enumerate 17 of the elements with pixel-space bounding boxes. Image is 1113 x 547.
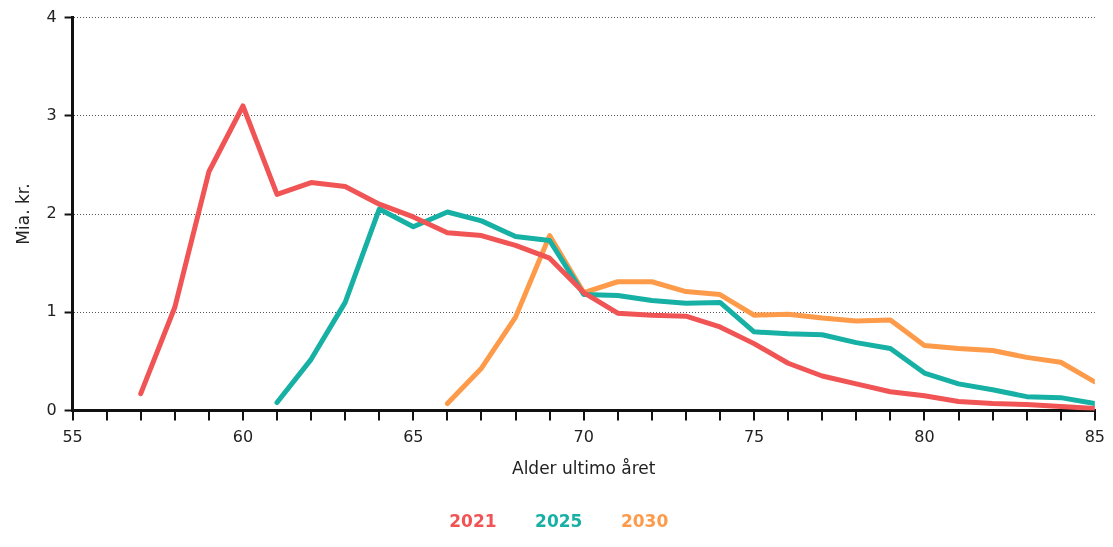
text: 2021 (449, 510, 497, 531)
x-tick-label: 70 (573, 427, 594, 447)
x-tick-label: 80 (914, 427, 935, 447)
x-axis-title: Alder ultimo året (512, 458, 656, 479)
y-tick-label: 1 (46, 301, 57, 321)
y-tick-label: 4 (46, 6, 57, 26)
x-tick-label: 60 (232, 427, 254, 447)
y-tick-label: 2 (46, 203, 57, 223)
x-tick-label: 75 (743, 427, 765, 447)
y-tick-label: 0 (46, 399, 57, 419)
text: 2025 (535, 510, 583, 531)
text: 2030 (620, 510, 669, 531)
y-tick-label: 3 (46, 104, 57, 124)
y-axis-title: Mia. kr. (12, 183, 33, 245)
x-tick-label: 65 (403, 427, 424, 447)
x-tick-label: 55 (62, 427, 83, 447)
x-tick-label: 85 (1084, 427, 1105, 447)
